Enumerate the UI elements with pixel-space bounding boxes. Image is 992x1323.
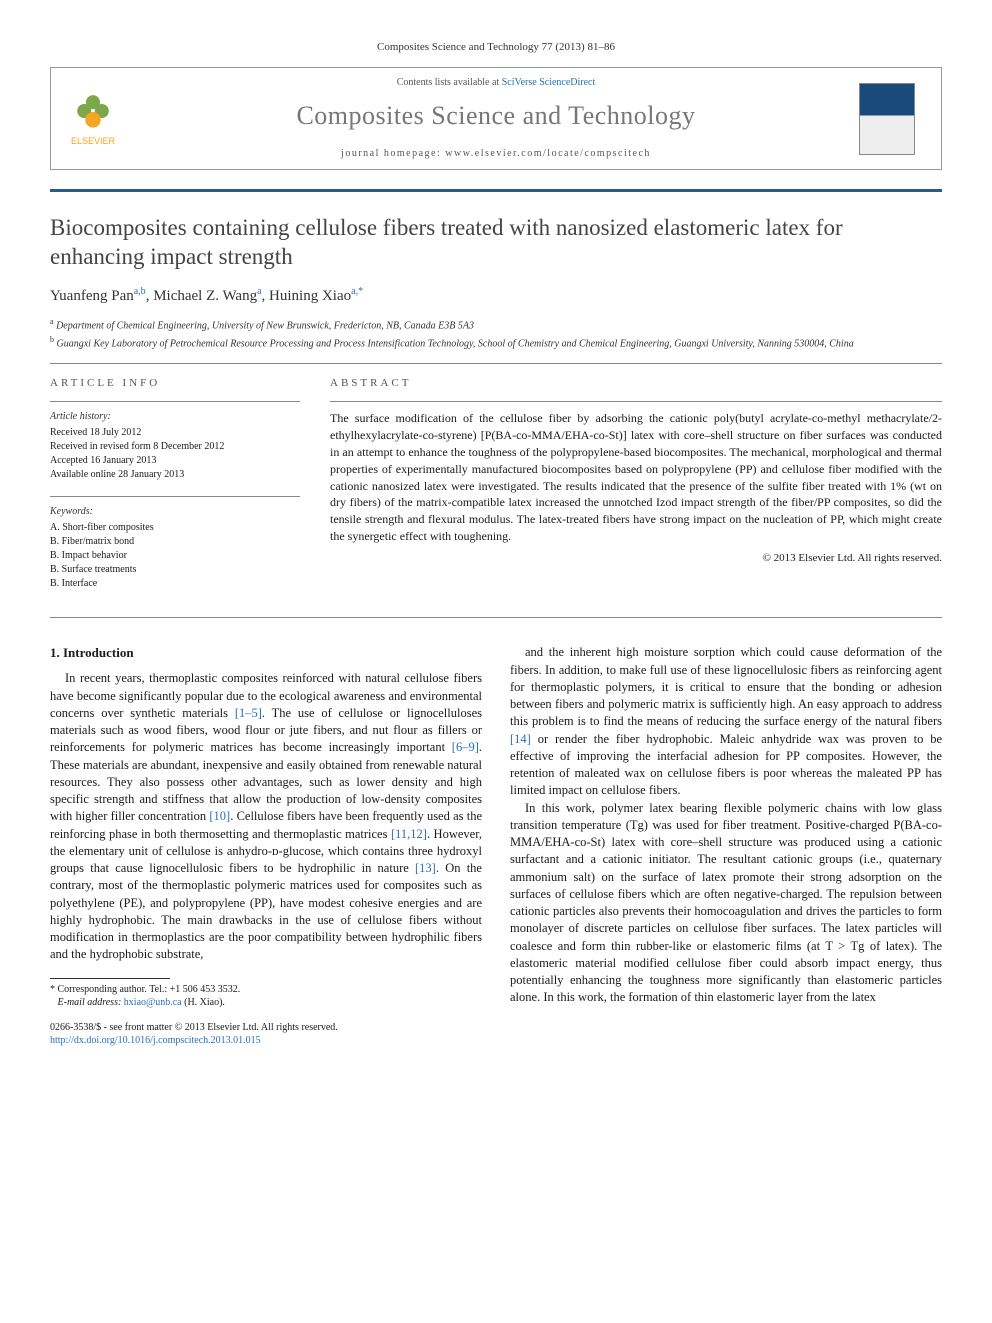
keyword: B. Surface treatments xyxy=(50,563,300,577)
sciencedirect-link[interactable]: SciVerse ScienceDirect xyxy=(502,77,596,88)
corresponding-mark[interactable]: * xyxy=(358,286,363,297)
email-label: E-mail address: xyxy=(58,997,124,1008)
keyword: B. Interface xyxy=(50,577,300,591)
homepage-url[interactable]: www.elsevier.com/locate/compscitech xyxy=(445,148,651,159)
paragraph: In this work, polymer latex bearing flex… xyxy=(510,800,942,1007)
footer-block: 0266-3538/$ - see front matter © 2013 El… xyxy=(50,1021,482,1047)
article-info-heading: ARTICLE INFO xyxy=(50,376,300,391)
abstract-text: The surface modification of the cellulos… xyxy=(330,410,942,544)
contents-prefix: Contents lists available at xyxy=(397,77,502,88)
body-columns: 1. Introduction In recent years, thermop… xyxy=(50,644,942,1046)
journal-banner: ELSEVIER Contents lists available at Sci… xyxy=(50,67,942,169)
email-name: (H. Xiao). xyxy=(182,997,225,1008)
affiliation-a: a Department of Chemical Engineering, Un… xyxy=(50,317,942,333)
contents-line: Contents lists available at SciVerse Sci… xyxy=(133,76,859,90)
abstract-heading: ABSTRACT xyxy=(330,376,942,391)
footnote-corr: Corresponding author. Tel.: +1 506 453 3… xyxy=(55,984,240,995)
issn-line: 0266-3538/$ - see front matter © 2013 El… xyxy=(50,1021,482,1034)
section-1-heading: 1. Introduction xyxy=(50,644,482,662)
doi-link[interactable]: http://dx.doi.org/10.1016/j.compscitech.… xyxy=(50,1035,261,1046)
paragraph: and the inherent high moisture sorption … xyxy=(510,644,942,799)
author-list: Yuanfeng Pana,b, Michael Z. Wanga, Huini… xyxy=(50,285,942,307)
homepage-line: journal homepage: www.elsevier.com/locat… xyxy=(133,147,859,161)
running-citation: Composites Science and Technology 77 (20… xyxy=(50,40,942,55)
abstract-copyright: © 2013 Elsevier Ltd. All rights reserved… xyxy=(330,551,942,566)
elsevier-logo: ELSEVIER xyxy=(63,89,123,149)
abstract-column: ABSTRACT The surface modification of the… xyxy=(330,376,942,605)
journal-cover-thumbnail xyxy=(859,83,915,155)
affiliation-a-text: Department of Chemical Engineering, Univ… xyxy=(56,321,474,332)
journal-name: Composites Science and Technology xyxy=(133,98,859,134)
affiliation-b-text: Guangxi Key Laboratory of Petrochemical … xyxy=(57,338,854,349)
footnote-separator xyxy=(50,978,170,979)
corresponding-footnote: * Corresponding author. Tel.: +1 506 453… xyxy=(50,983,482,1009)
keyword: B. Impact behavior xyxy=(50,549,300,563)
author-1-affil[interactable]: a,b xyxy=(134,286,146,297)
history-online: Available online 28 January 2013 xyxy=(50,468,300,482)
keywords-label: Keywords: xyxy=(50,505,300,519)
corresponding-email[interactable]: hxiao@unb.ca xyxy=(124,997,182,1008)
keyword: A. Short-fiber composites xyxy=(50,521,300,535)
keyword: B. Fiber/matrix bond xyxy=(50,535,300,549)
article-title: Biocomposites containing cellulose fiber… xyxy=(50,214,942,272)
article-info-column: ARTICLE INFO Article history: Received 1… xyxy=(50,376,300,605)
history-accepted: Accepted 16 January 2013 xyxy=(50,454,300,468)
homepage-prefix: journal homepage: xyxy=(341,148,445,159)
author-2-affil[interactable]: a xyxy=(257,286,261,297)
publisher-name: ELSEVIER xyxy=(71,135,115,148)
history-label: Article history: xyxy=(50,410,300,424)
history-received: Received 18 July 2012 xyxy=(50,426,300,440)
author-1: Yuanfeng Pan xyxy=(50,288,134,304)
paragraph: In recent years, thermoplastic composite… xyxy=(50,670,482,963)
affiliation-b: b Guangxi Key Laboratory of Petrochemica… xyxy=(50,335,942,351)
author-3: Huining Xiao xyxy=(269,288,351,304)
author-2: Michael Z. Wang xyxy=(153,288,257,304)
history-revised: Received in revised form 8 December 2012 xyxy=(50,440,300,454)
